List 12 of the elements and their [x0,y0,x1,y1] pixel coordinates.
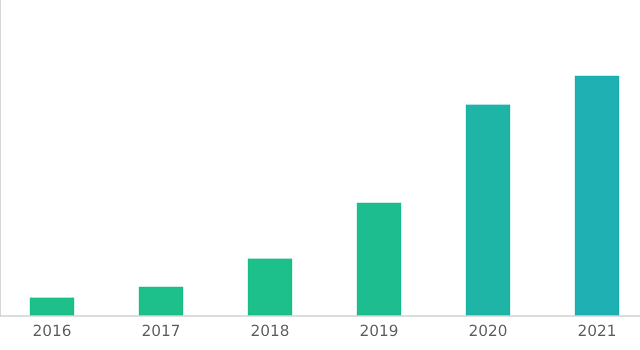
x-tick-label: 2016 [34,324,70,336]
bar [355,201,403,316]
x-tick-label: 2018 [252,324,288,336]
x-tick-label: 2017 [142,324,180,336]
x-tick-label: 2020 [470,324,506,336]
bar [137,285,185,316]
x-tick-label: 2019 [360,324,398,336]
x-tick-label: 2021 [578,324,616,336]
bar [573,74,621,316]
bar [464,103,512,316]
bar [246,257,294,316]
bar [28,296,76,316]
